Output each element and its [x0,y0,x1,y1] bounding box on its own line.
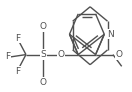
Text: O: O [40,22,47,31]
Text: N: N [107,30,114,39]
Text: F: F [5,52,10,61]
Text: S: S [41,50,46,59]
Text: F: F [15,34,20,43]
Text: N: N [107,30,114,39]
Text: O: O [57,50,64,59]
Text: O: O [116,50,123,59]
Text: O: O [40,78,47,87]
Text: F: F [15,67,20,76]
